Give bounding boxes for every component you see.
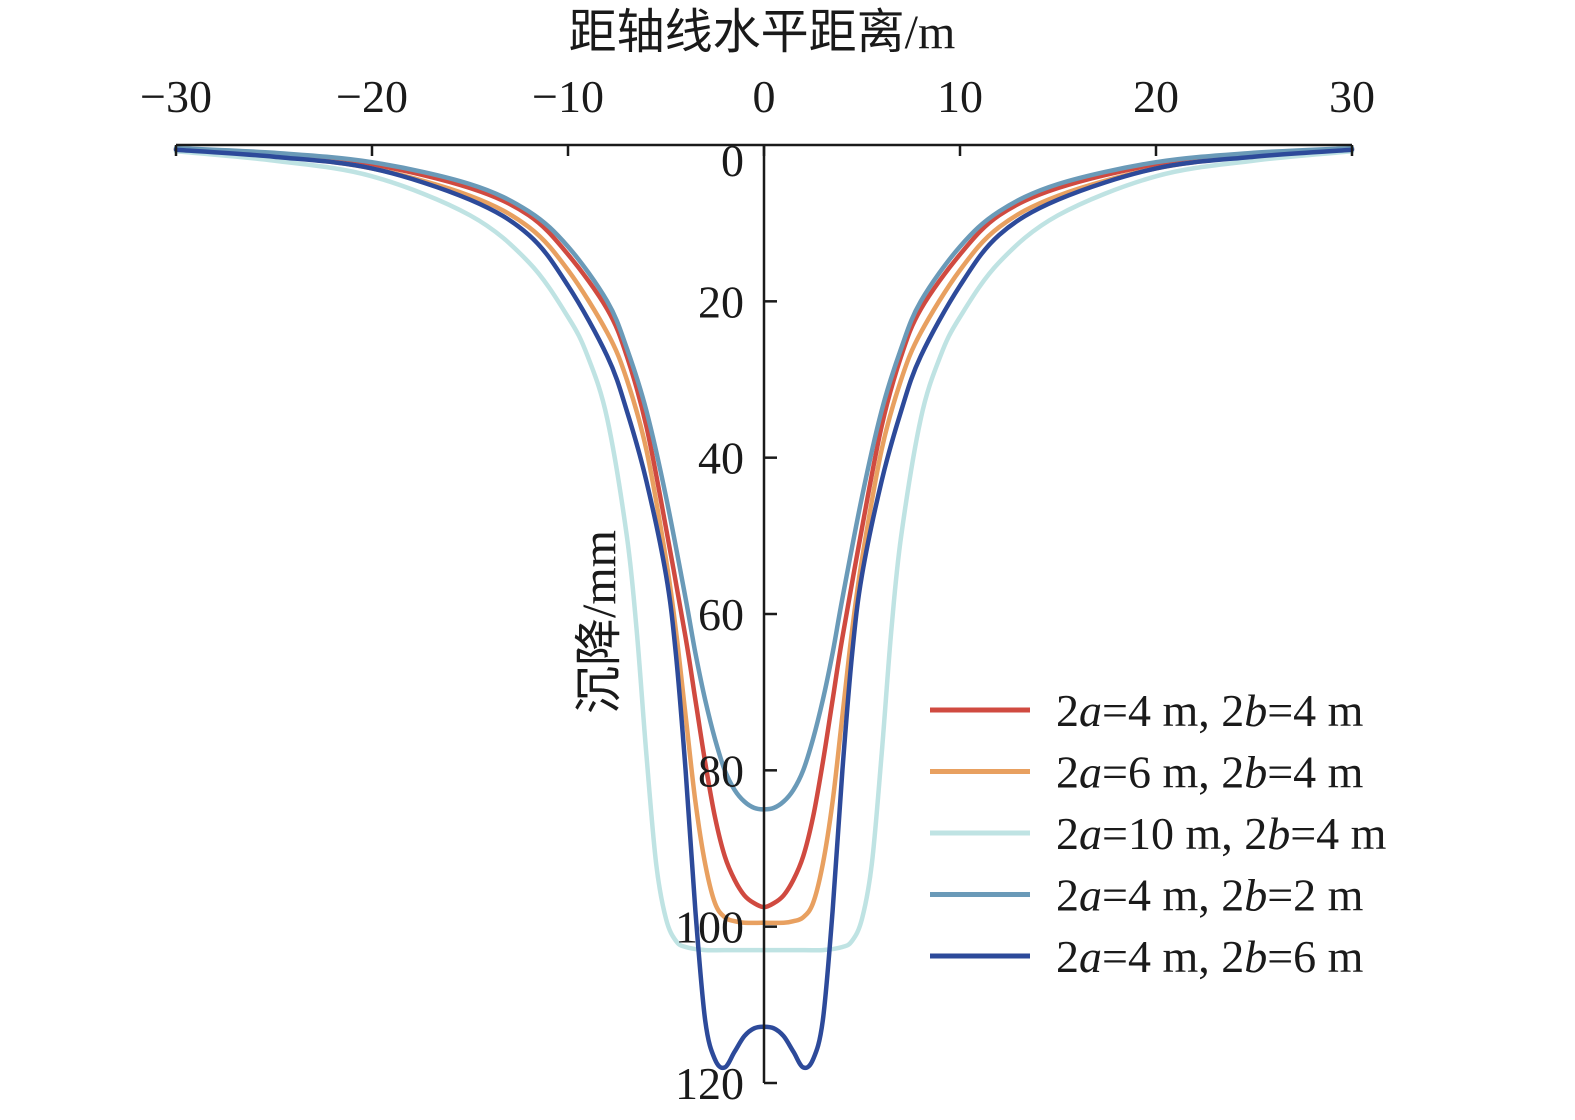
- y-tick-label: 100: [675, 902, 744, 953]
- legend-label: 2a=10 m, 2b=4 m: [1056, 808, 1387, 859]
- x-tick-label: 20: [1133, 71, 1179, 122]
- y-axis-title: 沉降/mm: [573, 530, 626, 714]
- x-tick-label: −20: [336, 71, 408, 122]
- x-tick-label: 30: [1329, 71, 1375, 122]
- x-tick-label: −10: [532, 71, 604, 122]
- y-tick-label: 20: [698, 276, 744, 327]
- ticks: −30 −20 −10 0 10 20 30 0 20 40 60 80 100 120: [140, 71, 1375, 1109]
- legend-label: 2a=4 m, 2b=4 m: [1056, 685, 1364, 736]
- y-tick-label: 0: [721, 135, 744, 186]
- legend: 2a=4 m, 2b=4 m 2a=6 m, 2b=4 m 2a=10 m, 2b=…: [930, 685, 1387, 982]
- x-tick-label: −30: [140, 71, 212, 122]
- x-tick-label: 10: [937, 71, 983, 122]
- x-axis-title: 距轴线水平距离/m: [569, 6, 956, 59]
- y-tick-label: 120: [675, 1058, 744, 1109]
- x-tick-label: 0: [753, 71, 776, 122]
- legend-label: 2a=6 m, 2b=4 m: [1056, 747, 1364, 798]
- y-tick-label: 60: [698, 589, 744, 640]
- legend-label: 2a=4 m, 2b=6 m: [1056, 931, 1364, 982]
- y-tick-label: 40: [698, 433, 744, 484]
- y-tick-label: 80: [698, 745, 744, 796]
- legend-label: 2a=4 m, 2b=2 m: [1056, 870, 1364, 921]
